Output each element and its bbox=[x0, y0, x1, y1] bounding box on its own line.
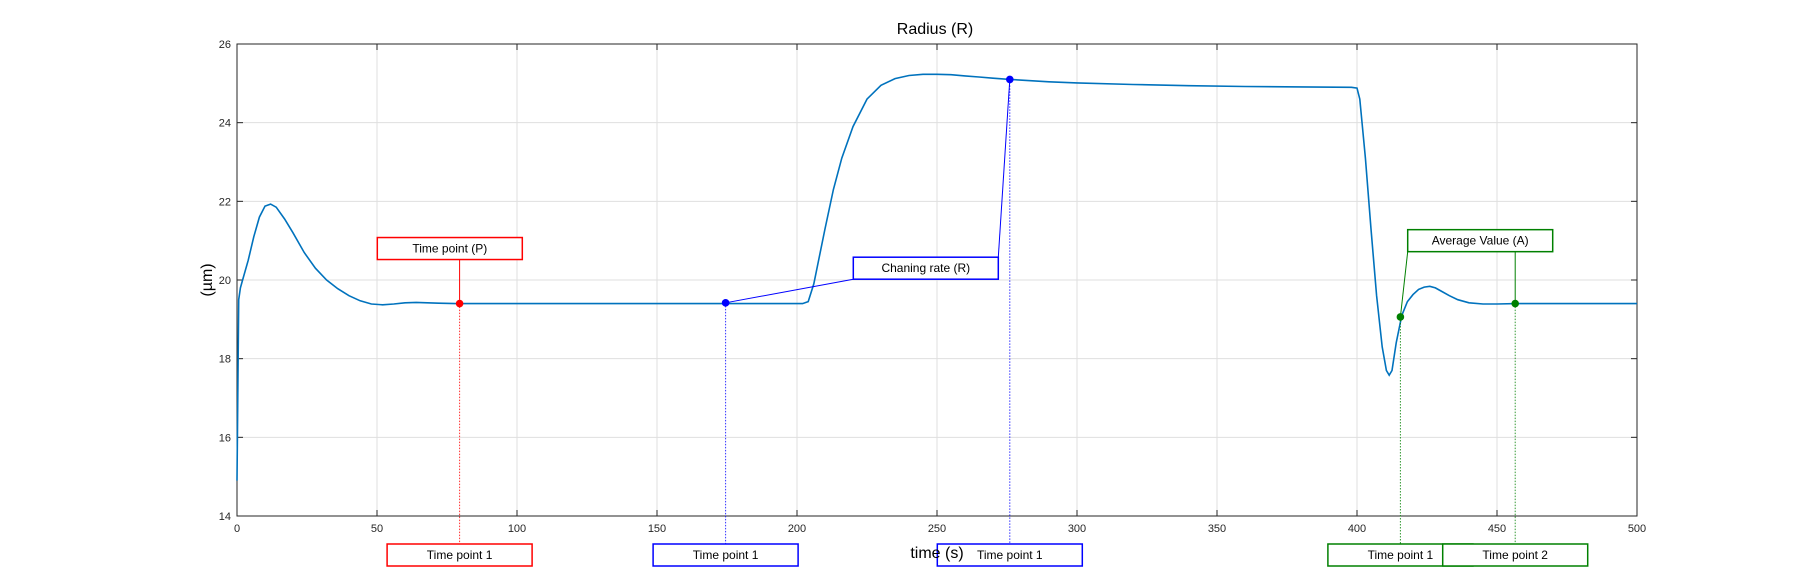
x-tick-label: 100 bbox=[508, 523, 526, 535]
annotation-leader bbox=[1399, 251, 1409, 318]
y-tick-label: 20 bbox=[219, 275, 231, 287]
x-tick-label: 150 bbox=[648, 523, 666, 535]
annotation-bottom-label: Time point 1 bbox=[427, 548, 493, 562]
y-tick-label: 22 bbox=[219, 196, 231, 208]
annotation-bottom-label: Time point 1 bbox=[693, 548, 759, 562]
annotation-label-box bbox=[852, 256, 1000, 280]
annotation-marker bbox=[1511, 299, 1519, 308]
annotation-label: Time point (P) bbox=[412, 242, 487, 256]
annotation-bottom-box bbox=[386, 543, 533, 567]
x-tick-label: 500 bbox=[1628, 523, 1646, 535]
plot-frame bbox=[236, 43, 1638, 517]
x-tick-label: 450 bbox=[1488, 523, 1506, 535]
annotation-green: Time point 2 bbox=[1441, 251, 1589, 567]
annotation-label: Average Value (A) bbox=[1432, 234, 1529, 248]
annotation-label-box bbox=[1406, 228, 1554, 253]
annotation-marker bbox=[1396, 313, 1405, 321]
annotation-bottom-label: Time point 2 bbox=[1482, 548, 1548, 562]
x-tick-label: 350 bbox=[1208, 523, 1226, 535]
y-tick-label: 26 bbox=[219, 39, 231, 51]
annotation-label-box bbox=[376, 236, 524, 261]
x-tick-labels: 0 50 100 150 200 250 300 350 400 450 500 bbox=[234, 523, 1646, 535]
annotation-bottom-label: Time point 1 bbox=[977, 548, 1043, 562]
series-line-radius bbox=[236, 73, 1637, 481]
x-axis-label: time (s) bbox=[910, 545, 963, 562]
annotation-leader bbox=[725, 278, 854, 304]
y-tick-label: 18 bbox=[219, 354, 231, 366]
annotation-green: Average Value (A) Time point 1 bbox=[1327, 228, 1554, 567]
annotation-blue: Chaning rate (R) Time point 1 bbox=[652, 256, 1000, 567]
annotation-label: Chaning rate (R) bbox=[881, 261, 970, 275]
annotation-bottom-box bbox=[652, 543, 799, 567]
annotation-marker bbox=[721, 299, 730, 307]
annotation-bottom-box bbox=[936, 543, 1084, 567]
y-tick-label: 14 bbox=[219, 511, 231, 523]
annotation-bottom-box bbox=[1441, 543, 1589, 567]
x-tick-label: 200 bbox=[788, 523, 806, 535]
x-tick-label: 0 bbox=[234, 523, 240, 535]
y-axis-label: (µm) bbox=[199, 263, 216, 296]
x-tick-label: 300 bbox=[1068, 523, 1086, 535]
axes bbox=[236, 43, 1638, 517]
y-tick-label: 16 bbox=[219, 432, 231, 444]
annotation-red: Time point (P) Time point 1 bbox=[376, 236, 533, 567]
y-tick-labels: 14 16 18 20 22 24 26 bbox=[219, 39, 231, 523]
annotation-bottom-label: Time point 1 bbox=[1368, 548, 1434, 562]
x-tick-label: 50 bbox=[371, 523, 383, 535]
annotation-blue: Time point 1 bbox=[936, 75, 1084, 567]
annotation-leader bbox=[997, 79, 1011, 258]
annotation-marker bbox=[1006, 75, 1014, 84]
x-tick-label: 400 bbox=[1348, 523, 1366, 535]
chart-title: Radius (R) bbox=[897, 21, 973, 38]
y-tick-label: 24 bbox=[219, 118, 231, 130]
x-tick-label: 250 bbox=[928, 523, 946, 535]
annotation-marker bbox=[455, 299, 464, 308]
